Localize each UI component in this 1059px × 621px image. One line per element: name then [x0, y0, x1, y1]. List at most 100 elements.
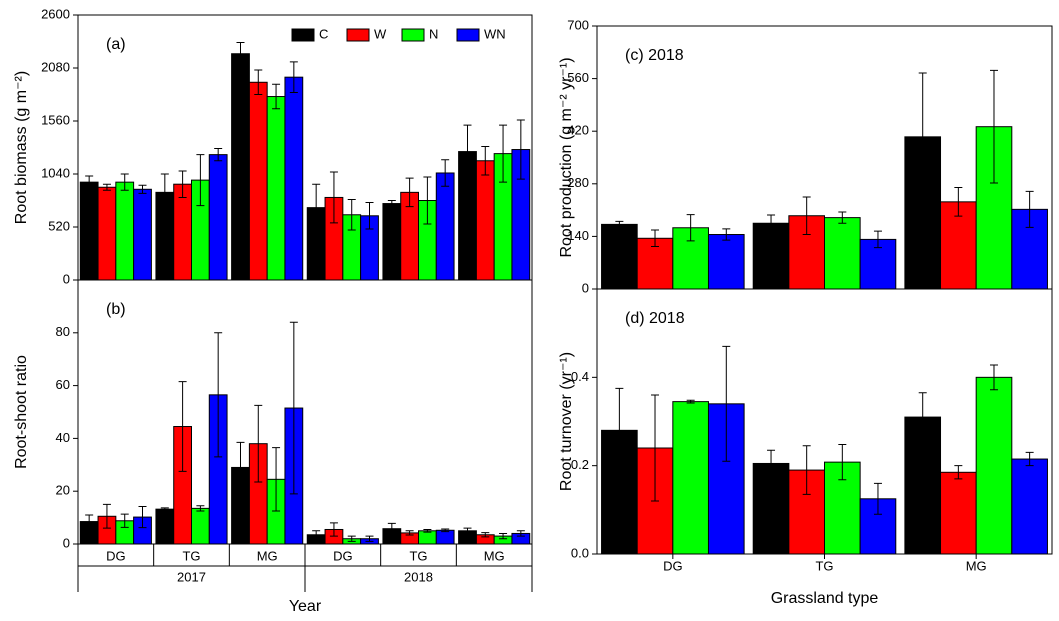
bar: [435, 172, 455, 281]
error-bar: [365, 202, 374, 230]
error-bar: [463, 124, 472, 179]
error-bar: [722, 345, 731, 462]
y-tick-label: 280: [567, 175, 589, 190]
error-bar: [918, 392, 927, 442]
y-tick-label: 0: [63, 271, 70, 286]
error-bar: [463, 527, 472, 534]
error-bar: [120, 173, 129, 191]
error-bar: [347, 198, 356, 231]
error-bar: [138, 506, 147, 529]
error-bar: [802, 196, 811, 236]
legend-swatch: [291, 28, 315, 42]
bar: [382, 203, 402, 281]
legend-label: N: [429, 26, 438, 41]
error-bar: [651, 229, 660, 248]
error-bar: [481, 145, 490, 176]
error-bar: [405, 530, 414, 536]
error-bar: [329, 522, 338, 537]
y-tick-label: 80: [56, 324, 70, 339]
error-bar: [160, 173, 169, 212]
bar: [435, 529, 455, 545]
x-tick-label: DG: [106, 548, 126, 563]
bar: [824, 217, 861, 290]
error-bar: [178, 381, 187, 472]
bar: [173, 183, 193, 281]
panel-title: (b): [106, 301, 126, 318]
bar: [601, 223, 638, 290]
error-bar: [516, 119, 525, 180]
plot-frame: [77, 279, 533, 545]
bar: [752, 222, 790, 290]
panel-title: (c) 2018: [625, 47, 684, 64]
error-bar: [214, 148, 223, 162]
error-bar: [85, 175, 94, 189]
x-tick-label: MG: [484, 548, 505, 563]
panel-title: (a): [106, 36, 126, 53]
legend-swatch: [456, 28, 480, 42]
error-bar: [272, 83, 281, 110]
y-axis-label: Root turnover (yr⁻¹): [558, 352, 575, 491]
error-bar: [387, 200, 396, 208]
error-bar: [423, 176, 432, 225]
error-bar: [196, 505, 205, 512]
bar: [284, 76, 304, 281]
y-axis-label: Root biomass (g m⁻²): [13, 71, 30, 224]
error-bar: [160, 507, 169, 511]
panel-title: (d) 2018: [625, 310, 685, 327]
error-bar: [989, 364, 998, 391]
error-bar: [499, 532, 508, 540]
error-bar: [918, 72, 927, 202]
y-tick-label: 0: [63, 535, 70, 550]
bar: [79, 181, 99, 281]
bar: [707, 234, 745, 290]
x-tick-label: MG: [257, 548, 278, 563]
error-bar: [873, 230, 882, 249]
y-tick-label: 0.4: [571, 369, 589, 384]
x-axis-label: Year: [289, 598, 322, 615]
error-bar: [1025, 451, 1034, 467]
error-bar: [481, 532, 490, 538]
error-bar: [441, 528, 450, 533]
error-bar: [686, 214, 695, 242]
error-bar: [387, 522, 396, 535]
error-bar: [138, 184, 147, 194]
legend-label: W: [374, 26, 387, 41]
bar: [975, 376, 1013, 555]
error-bar: [423, 528, 432, 533]
bar: [97, 186, 117, 281]
y-tick-label: 420: [567, 123, 589, 138]
y-axis-label: Root production (g m⁻² yr⁻¹): [558, 57, 575, 257]
y-tick-label: 1560: [41, 112, 70, 127]
bar: [418, 530, 437, 545]
error-bar: [196, 154, 205, 207]
y-tick-label: 0.2: [571, 457, 589, 472]
x-tick-label: DG: [333, 548, 353, 563]
error-bar: [499, 124, 508, 183]
error-bar: [254, 404, 263, 483]
y-tick-label: 40: [56, 430, 70, 445]
error-bar: [236, 441, 245, 494]
error-bar: [254, 69, 263, 95]
bar: [191, 507, 210, 545]
bar: [155, 508, 175, 545]
bar: [266, 96, 286, 281]
error-bar: [289, 321, 298, 495]
error-bar: [686, 399, 695, 404]
y-tick-label: 1040: [41, 165, 70, 180]
x-tick-label: TG: [182, 548, 200, 563]
error-bar: [347, 535, 356, 542]
y-tick-label: 2080: [41, 59, 70, 74]
error-bar: [178, 170, 187, 198]
error-bar: [802, 445, 811, 495]
x-tick-label: MG: [966, 558, 987, 573]
error-bar: [272, 447, 281, 512]
y-tick-label: 2600: [41, 6, 70, 21]
legend-swatch: [346, 28, 370, 42]
bar: [475, 160, 495, 281]
error-bar: [615, 220, 624, 228]
bar: [248, 81, 268, 281]
error-bar: [236, 42, 245, 66]
x-tick-label: TG: [409, 548, 427, 563]
error-bar: [838, 211, 847, 224]
legend-label: WN: [484, 26, 506, 41]
